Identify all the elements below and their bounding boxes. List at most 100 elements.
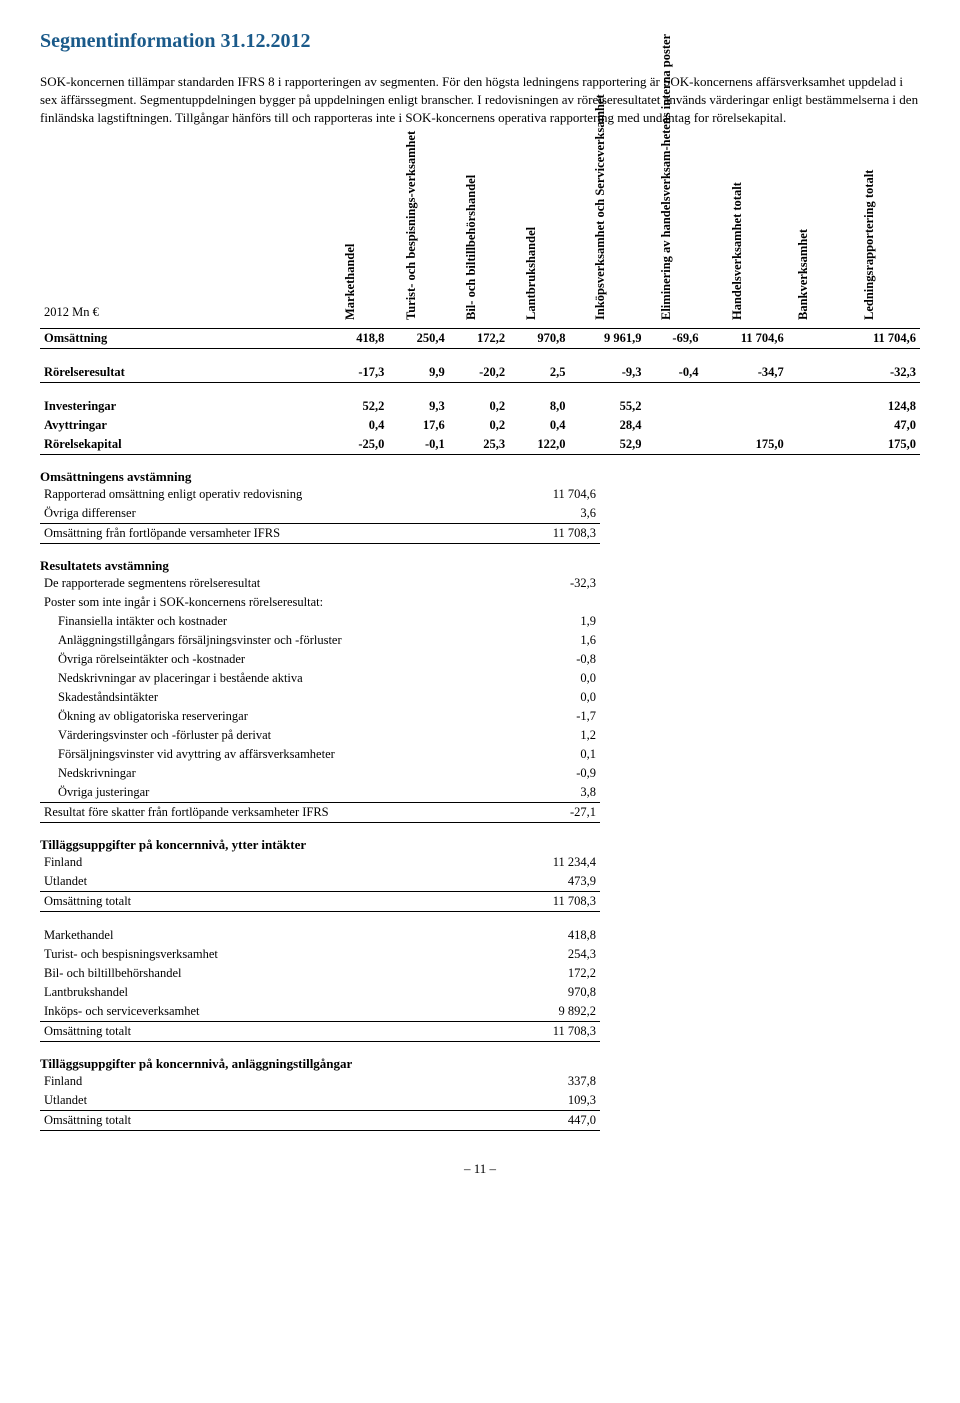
cell-value: 1,2 [492, 726, 600, 745]
cell-value: -25,0 [328, 435, 388, 455]
cell-value: 9,9 [388, 363, 448, 383]
cell-value: -9,3 [570, 363, 646, 383]
cell-value: 0,2 [449, 416, 509, 435]
table-row: Övriga differenser3,6 [40, 504, 600, 524]
cell-value: 0,0 [492, 688, 600, 707]
table-row: Poster som inte ingår i SOK-koncernens r… [40, 593, 600, 612]
cell-value: 9,3 [388, 397, 448, 416]
row-label: De rapporterade segmentens rörelseresult… [40, 574, 492, 593]
table-row: Finansiella intäkter och kostnader1,9 [40, 612, 600, 631]
cell-value: 11 704,6 [835, 328, 920, 348]
table-row: Utlandet473,9 [40, 872, 600, 892]
segment-table: 2012 Mn € MarkethandelTurist- och bespis… [40, 138, 920, 455]
column-header: Inköpsverksamhet och Serviceverksamhet [570, 138, 646, 329]
row-label: Utlandet [40, 872, 478, 892]
cell-value: 11 708,3 [478, 523, 600, 543]
column-header: Bankverksamhet [788, 138, 835, 329]
cell-value: 9 892,2 [478, 1002, 600, 1022]
row-label: Finland [40, 1072, 478, 1091]
cell-value: 11 234,4 [478, 853, 600, 872]
table-row: Försäljningsvinster vid avyttring av aff… [40, 745, 600, 764]
table-row: Resultat före skatter från fortlöpande v… [40, 802, 600, 822]
cell-value: 970,8 [478, 983, 600, 1002]
table-row: Omsättning totalt11 708,3 [40, 1021, 600, 1041]
row-label: Markethandel [40, 926, 478, 945]
section-heading: Omsättningens avstämning [40, 469, 920, 485]
cell-value [492, 593, 600, 612]
reconciliation-table: Finland337,8Utlandet109,3Omsättning tota… [40, 1072, 600, 1131]
table-row: Avyttringar0,417,60,20,428,447,0 [40, 416, 920, 435]
table-row: Rörelsekapital-25,0-0,125,3122,052,9175,… [40, 435, 920, 455]
cell-value: 1,6 [492, 631, 600, 650]
table-row: Övriga justeringar3,8 [40, 783, 600, 803]
table-row: Omsättning totalt11 708,3 [40, 891, 600, 911]
cell-value: 0,1 [492, 745, 600, 764]
row-label: Inköps- och serviceverksamhet [40, 1002, 478, 1022]
reconciliation-table: Rapporterad omsättning enligt operativ r… [40, 485, 600, 544]
reconciliation-table: Finland11 234,4Utlandet473,9Omsättning t… [40, 853, 600, 912]
row-label: Övriga differenser [40, 504, 478, 524]
cell-value [788, 397, 835, 416]
cell-value: -27,1 [492, 802, 600, 822]
section-heading: Resultatets avstämning [40, 558, 920, 574]
cell-value: -0,9 [492, 764, 600, 783]
section-heading: Tilläggsuppgifter på koncernnivå, anlägg… [40, 1056, 920, 1072]
cell-value [646, 397, 703, 416]
row-label: Rörelseresultat [40, 363, 328, 383]
cell-value [702, 416, 787, 435]
cell-value [702, 397, 787, 416]
table-row: Nedskrivningar av placeringar i beståend… [40, 669, 600, 688]
row-label: Omsättning från fortlöpande versamheter … [40, 523, 478, 543]
cell-value: -69,6 [646, 328, 703, 348]
table-row: Inköps- och serviceverksamhet9 892,2 [40, 1002, 600, 1022]
row-label: Omsättning totalt [40, 1021, 478, 1041]
cell-value: 447,0 [478, 1110, 600, 1130]
cell-value: -32,3 [835, 363, 920, 383]
intro-paragraph: SOK-koncernen tillämpar standarden IFRS … [40, 73, 920, 128]
cell-value: 11 704,6 [478, 485, 600, 504]
page-number: – 11 – [40, 1161, 920, 1177]
cell-value: 52,2 [328, 397, 388, 416]
cell-value: 124,8 [835, 397, 920, 416]
cell-value [646, 416, 703, 435]
table-row: Omsättning totalt447,0 [40, 1110, 600, 1130]
row-label: Nedskrivningar av placeringar i beståend… [40, 669, 492, 688]
table-row: Investeringar52,29,30,28,055,2124,8 [40, 397, 920, 416]
cell-value: 17,6 [388, 416, 448, 435]
cell-value: -0,4 [646, 363, 703, 383]
cell-value: 3,6 [478, 504, 600, 524]
row-label: Lantbrukshandel [40, 983, 478, 1002]
cell-value: 55,2 [570, 397, 646, 416]
cell-value: 254,3 [478, 945, 600, 964]
cell-value: -1,7 [492, 707, 600, 726]
cell-value: 0,4 [509, 416, 569, 435]
row-label: Övriga rörelseintäkter och -kostnader [40, 650, 492, 669]
table-row: Ökning av obligatoriska reserveringar-1,… [40, 707, 600, 726]
cell-value: 52,9 [570, 435, 646, 455]
table-row: Omsättning från fortlöpande versamheter … [40, 523, 600, 543]
cell-value [788, 416, 835, 435]
row-label: Ökning av obligatoriska reserveringar [40, 707, 492, 726]
row-label: Avyttringar [40, 416, 328, 435]
cell-value [788, 435, 835, 455]
cell-value: 418,8 [328, 328, 388, 348]
page-title: Segmentinformation 31.12.2012 [40, 30, 920, 53]
cell-value: 418,8 [478, 926, 600, 945]
table-row: Utlandet109,3 [40, 1091, 600, 1111]
row-label: Rörelsekapital [40, 435, 328, 455]
row-label: Utlandet [40, 1091, 478, 1111]
row-label: Värderingsvinster och -förluster på deri… [40, 726, 492, 745]
column-header: Handelsverksamhet totalt [702, 138, 787, 329]
cell-value: 1,9 [492, 612, 600, 631]
cell-value: 250,4 [388, 328, 448, 348]
cell-value: 970,8 [509, 328, 569, 348]
cell-value [788, 328, 835, 348]
cell-value: 47,0 [835, 416, 920, 435]
table-row: Rörelseresultat-17,39,9-20,22,5-9,3-0,4-… [40, 363, 920, 383]
table-row: Anläggningstillgångars försäljningsvinst… [40, 631, 600, 650]
row-label: Turist- och bespisningsverksamhet [40, 945, 478, 964]
cell-value: 28,4 [570, 416, 646, 435]
cell-value: 172,2 [449, 328, 509, 348]
row-label: Rapporterad omsättning enligt operativ r… [40, 485, 478, 504]
row-label: Resultat före skatter från fortlöpande v… [40, 802, 492, 822]
